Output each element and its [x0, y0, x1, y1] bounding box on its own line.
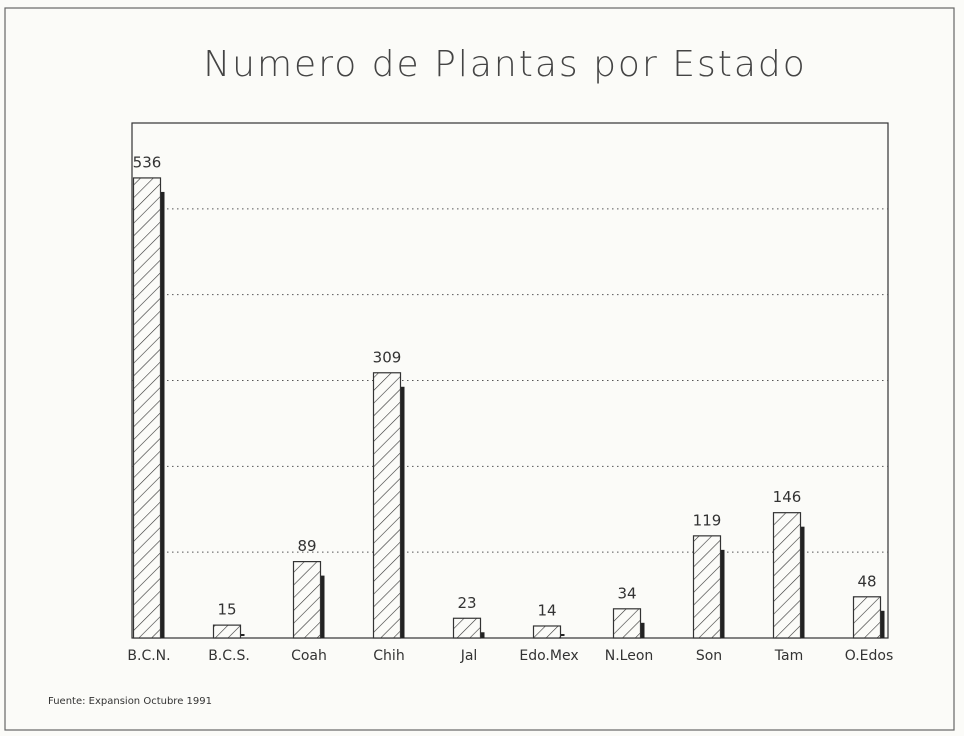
- data-label: 146: [773, 488, 802, 506]
- source-note: Fuente: Expansion Octubre 1991: [48, 696, 212, 707]
- bar-shadow: [800, 526, 805, 638]
- x-tick-label: Tam: [774, 648, 803, 664]
- bar-shadow: [240, 634, 245, 636]
- bar: [852, 596, 882, 639]
- x-tick-label: Edo.Mex: [519, 648, 578, 664]
- x-tick-label: Son: [696, 648, 722, 664]
- data-label: 34: [617, 584, 636, 602]
- data-label: 23: [457, 594, 476, 612]
- outer-frame: [4, 7, 955, 731]
- bar: [132, 177, 162, 639]
- bar-shadow: [400, 386, 405, 638]
- x-tick-label: O.Edos: [845, 648, 894, 664]
- data-label: 14: [537, 601, 556, 619]
- x-tick-label: B.C.N.: [127, 648, 170, 664]
- x-tick-label: Chih: [373, 648, 404, 664]
- data-label: 119: [693, 511, 722, 529]
- x-tick-label: B.C.S.: [208, 648, 250, 664]
- bar: [532, 625, 562, 639]
- bar-shadow: [160, 191, 165, 638]
- chart-title: Numero de Plantas por Estado: [203, 44, 807, 85]
- bar-shadow: [720, 549, 725, 638]
- x-tick-label: N.Leon: [605, 648, 654, 664]
- bar: [212, 624, 242, 639]
- data-label: 309: [373, 348, 402, 366]
- x-tick-label: Jal: [460, 648, 478, 664]
- bar: [372, 372, 402, 639]
- bar: [612, 608, 642, 639]
- data-label: 48: [857, 572, 876, 590]
- x-tick-label: Coah: [291, 648, 327, 664]
- bar-shadow: [880, 610, 885, 638]
- bar-shadow: [560, 634, 565, 636]
- bar: [692, 535, 722, 639]
- data-label: 89: [297, 537, 316, 555]
- bar-shadow: [640, 622, 645, 638]
- bar: [452, 617, 482, 639]
- data-label: 536: [133, 153, 162, 171]
- bar: [292, 561, 322, 639]
- data-label: 15: [217, 601, 236, 619]
- bar-shadow: [320, 575, 325, 638]
- bar: [772, 512, 802, 639]
- bar-shadow: [480, 632, 485, 638]
